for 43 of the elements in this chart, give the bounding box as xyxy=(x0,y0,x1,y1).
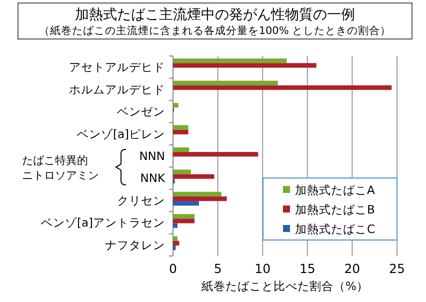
bar xyxy=(173,218,195,224)
y-tick-label: NNK xyxy=(140,171,166,186)
y-tick-label: ホルムアルデヒド xyxy=(69,82,165,96)
bar xyxy=(173,196,227,202)
y-tick-label: ベンゾ[a]ピレン xyxy=(76,126,165,141)
bar xyxy=(173,170,191,174)
bar xyxy=(173,102,178,108)
bar xyxy=(173,214,195,219)
x-tick-label: 20 xyxy=(344,261,360,276)
bar xyxy=(173,236,178,241)
legend-label: 加熱式たばこB xyxy=(295,202,375,216)
y-tick-label: クリセン xyxy=(117,193,165,208)
bar xyxy=(173,174,214,179)
chart-title: 加熱式たばこ主流煙中の発がん性物質の一例 xyxy=(75,7,355,23)
y-tick-label: NNN xyxy=(139,149,165,163)
y-tick-label: アセトアルデヒド xyxy=(69,60,165,74)
y-tick-label: ベンゼン xyxy=(117,104,165,119)
bar xyxy=(173,58,287,64)
bar xyxy=(173,152,258,157)
y-tick-label: ベンゾ[a]アントラセン xyxy=(40,216,165,230)
y-tick-label: ナフタレン xyxy=(105,238,165,252)
x-tick-label: 0 xyxy=(169,261,178,276)
bar xyxy=(173,223,178,228)
legend-label: 加熱式たばこA xyxy=(295,183,375,197)
text: ニトロソアミン xyxy=(22,169,99,182)
bar xyxy=(173,85,392,90)
x-tick-label: 15 xyxy=(299,261,316,276)
bar xyxy=(173,201,199,206)
bar xyxy=(173,80,278,86)
bar xyxy=(173,125,188,130)
x-axis-title: 紙巻たばこと比べた割合（%） xyxy=(202,279,368,293)
bar xyxy=(173,192,222,196)
legend-label: 加熱式たばこC xyxy=(295,222,376,236)
x-tick-label: 10 xyxy=(254,261,271,276)
bar xyxy=(173,240,180,246)
text: たばこ特異的 xyxy=(22,154,88,168)
bar xyxy=(173,147,190,152)
chart-subtitle: （紙巻たばこの主流煙に含まれる各成分量を100% としたときの割合） xyxy=(38,24,392,37)
bar xyxy=(173,130,188,134)
x-tick-label: 5 xyxy=(214,261,222,276)
bar xyxy=(173,63,316,68)
x-tick-label: 25 xyxy=(389,261,405,276)
bar xyxy=(173,245,176,250)
